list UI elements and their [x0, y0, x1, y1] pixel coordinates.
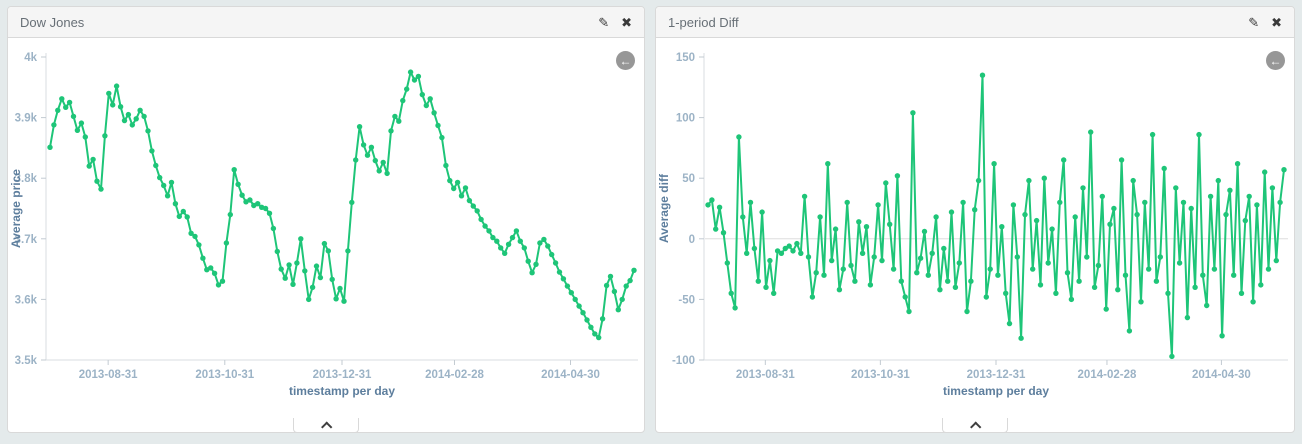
svg-text:2013-08-31: 2013-08-31: [79, 369, 138, 381]
svg-text:-50: -50: [678, 294, 695, 306]
svg-text:2013-12-31: 2013-12-31: [313, 369, 372, 381]
panel-title: Dow Jones: [20, 14, 85, 30]
close-icon[interactable]: ✖: [621, 14, 632, 30]
svg-text:-100: -100: [672, 355, 695, 367]
panel-header[interactable]: Dow Jones ✎ ✖: [8, 7, 644, 38]
svg-text:2014-02-28: 2014-02-28: [1078, 369, 1137, 381]
svg-text:2014-02-28: 2014-02-28: [425, 369, 484, 381]
edit-icon[interactable]: ✎: [598, 14, 610, 30]
left-arrow-icon: ←: [619, 53, 632, 68]
svg-text:2014-04-30: 2014-04-30: [541, 369, 600, 381]
svg-text:3.8k: 3.8k: [15, 173, 38, 185]
chart-area-1-period-diff[interactable]: 150 100 50 0 -50 -100 2013-08-31 2013-10-31 2013…: [656, 38, 1294, 433]
svg-text:100: 100: [676, 113, 695, 125]
svg-text:3.7k: 3.7k: [15, 234, 38, 246]
back-button[interactable]: ←: [1266, 51, 1285, 70]
panel-header[interactable]: 1-period Diff ✎ ✖: [656, 7, 1294, 38]
svg-text:2014-04-30: 2014-04-30: [1192, 369, 1251, 381]
left-arrow-icon: ←: [1269, 53, 1282, 68]
svg-text:2013-10-31: 2013-10-31: [851, 369, 910, 381]
line-chart-dow-jones[interactable]: 4k 3.9k 3.8k 3.7k 3.6k 3.5k 2013-08-31 2013-10-…: [8, 38, 644, 402]
svg-text:timestamp per day: timestamp per day: [943, 384, 1049, 398]
collapse-panel-button[interactable]: [293, 418, 359, 433]
svg-text:2013-12-31: 2013-12-31: [967, 369, 1026, 381]
edit-icon[interactable]: ✎: [1248, 14, 1260, 30]
back-button[interactable]: ←: [616, 51, 635, 70]
svg-text:3.5k: 3.5k: [15, 355, 38, 367]
svg-text:50: 50: [682, 173, 695, 185]
svg-text:2013-10-31: 2013-10-31: [195, 369, 254, 381]
chart-area-dow-jones[interactable]: 4k 3.9k 3.8k 3.7k 3.6k 3.5k 2013-08-31 2013-10-…: [8, 38, 644, 433]
svg-text:timestamp per day: timestamp per day: [289, 384, 395, 398]
svg-text:2013-08-31: 2013-08-31: [736, 369, 795, 381]
panel-1-period-diff: 1-period Diff ✎ ✖ 150 100 50 0 -50 -100 2013-0…: [655, 6, 1295, 433]
svg-text:0: 0: [689, 234, 695, 246]
chevron-up-icon: [321, 421, 333, 433]
svg-text:3.9k: 3.9k: [15, 113, 38, 125]
panel-dow-jones: Dow Jones ✎ ✖ 4k 3.9k 3.8k 3.7k 3.6k 3.5k 2013…: [7, 6, 645, 433]
svg-text:150: 150: [676, 52, 695, 64]
svg-text:4k: 4k: [24, 52, 37, 64]
svg-text:3.6k: 3.6k: [15, 294, 38, 306]
chevron-up-icon: [970, 421, 982, 433]
svg-text:Average diff: Average diff: [657, 173, 671, 243]
close-icon[interactable]: ✖: [1271, 14, 1282, 30]
panel-title: 1-period Diff: [668, 14, 739, 30]
collapse-panel-button[interactable]: [942, 418, 1008, 433]
line-chart-1-period-diff[interactable]: 150 100 50 0 -50 -100 2013-08-31 2013-10-31 2013…: [656, 38, 1294, 402]
svg-text:Average price: Average price: [9, 169, 23, 248]
